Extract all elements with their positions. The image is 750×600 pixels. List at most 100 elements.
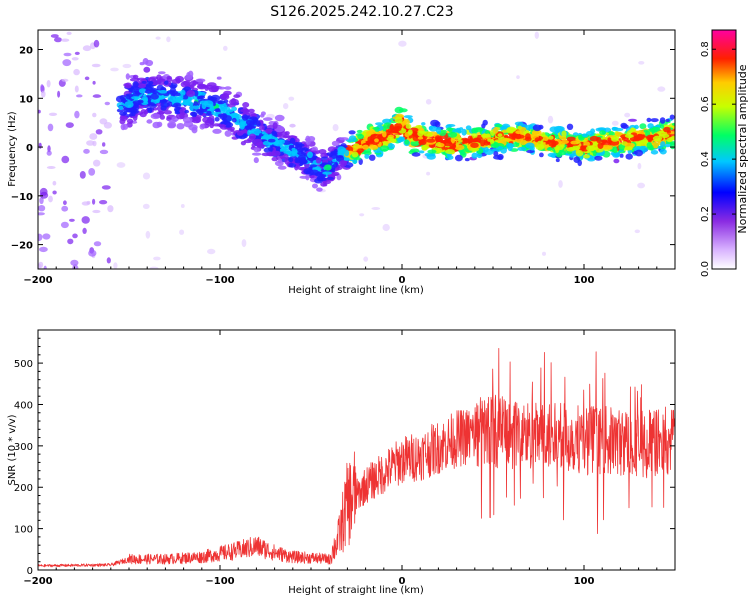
- spectrogram-blob: [132, 74, 139, 79]
- spectrogram-blob: [405, 123, 412, 129]
- spectrogram-noise-blob: [92, 198, 96, 205]
- spectrogram-blob: [437, 143, 445, 148]
- spectrogram-noise-blob: [67, 238, 74, 245]
- spectrogram-blob: [514, 134, 525, 139]
- spectrogram-noise-blob: [88, 249, 97, 257]
- spectrogram-blob: [129, 112, 134, 117]
- spectrogram-blob: [612, 152, 621, 158]
- spectrogram-noise-blob: [79, 171, 86, 179]
- spectrogram-blob: [316, 187, 323, 192]
- spectrogram-blob: [646, 117, 652, 123]
- spectrogram-blob: [628, 118, 637, 122]
- spectrogram-blob: [634, 149, 644, 157]
- spectrogram-blob: [639, 123, 647, 130]
- spectrogram-blob: [271, 156, 279, 162]
- spectrogram-blob: [186, 72, 191, 79]
- spectrogram-noise-blob: [46, 80, 51, 88]
- spectrogram-blob: [289, 123, 296, 128]
- spectrogram-blob: [388, 130, 395, 134]
- spectrogram-blob: [206, 110, 212, 115]
- spectrogram-noise-blob: [363, 256, 369, 262]
- spectrogram-blob: [279, 143, 284, 149]
- spectrogram-blob: [455, 154, 463, 162]
- spectrogram-blob: [184, 109, 189, 114]
- spectrogram-noise-blob: [57, 90, 61, 98]
- spectrogram-noise-blob: [637, 182, 645, 189]
- spectrogram-blob: [137, 99, 144, 104]
- spectrogram-blob: [379, 145, 390, 152]
- spectrogram-marks: [38, 31, 675, 269]
- spectrogram-blob: [262, 117, 273, 121]
- spectrogram-noise-blob: [534, 31, 539, 39]
- spectrogram-blob: [375, 122, 384, 126]
- spectrogram-blob: [575, 150, 584, 157]
- spectrogram-blob: [315, 157, 322, 164]
- spectrogram-blob: [592, 149, 597, 157]
- spectrogram-blob: [229, 98, 239, 106]
- spectrogram-blob: [481, 123, 486, 129]
- spectrogram-blob: [253, 157, 259, 164]
- spectrogram-blob: [669, 114, 675, 120]
- spectrogram-blob: [304, 138, 311, 142]
- spectrogram-blob: [625, 153, 633, 160]
- spectrogram-blob: [506, 142, 515, 149]
- spectrogram-noise-blob: [223, 45, 228, 51]
- spectrogram-noise-blob: [81, 216, 90, 224]
- spectrogram-blob: [266, 151, 276, 157]
- colorbar-tick-label: 0.6: [700, 96, 711, 112]
- spectrogram-blob: [212, 128, 222, 134]
- spectrogram-blob: [525, 142, 535, 149]
- spectrogram-blob: [399, 136, 404, 142]
- spectrogram-noise-blob: [43, 265, 47, 269]
- spectrogram-blob: [197, 95, 203, 100]
- spectrogram-blob: [517, 146, 527, 151]
- spectrogram-ylabel: Frequency (Hz): [7, 111, 18, 187]
- spectrogram-blob: [657, 145, 663, 149]
- spectrogram-blob: [357, 134, 364, 140]
- snr-ytick-label: 300: [14, 442, 33, 453]
- spectrogram-ytick-label: 20: [19, 46, 33, 57]
- spectrogram-blob: [652, 126, 661, 132]
- snr-ytick-label: 200: [14, 483, 33, 494]
- spectrogram-blob: [277, 165, 287, 170]
- spectrogram-noise-blob: [74, 85, 79, 93]
- spectrogram-blob: [659, 148, 667, 155]
- spectrogram-blob: [175, 75, 184, 83]
- spectrogram-noise-blob: [52, 190, 57, 195]
- spectrogram-blob: [532, 124, 542, 132]
- spectrogram-blob: [241, 114, 249, 121]
- spectrogram-noise-blob: [46, 166, 56, 169]
- spectrogram-noise-blob: [72, 233, 78, 239]
- spectrogram-blob: [145, 59, 154, 67]
- spectrogram-blob: [624, 142, 633, 148]
- spectrogram-blob: [410, 140, 420, 147]
- spectrogram-noise-blob: [110, 67, 119, 72]
- spectrogram-blob: [208, 115, 215, 122]
- spectrogram-blob: [427, 149, 437, 154]
- spectrogram-blob: [138, 105, 145, 109]
- spectrogram-blob: [242, 133, 248, 139]
- spectrogram-blob: [119, 94, 127, 101]
- spectrogram-blob: [173, 102, 182, 109]
- spectrogram-blob: [122, 123, 129, 130]
- spectrogram-blob: [193, 104, 199, 110]
- spectrogram-noise-blob: [95, 129, 103, 135]
- spectrogram-blob: [131, 96, 141, 100]
- spectrogram-blob: [549, 126, 559, 133]
- spectrogram-blob: [493, 155, 503, 160]
- spectrogram-blob: [158, 110, 166, 115]
- spectrogram-blob: [277, 158, 283, 164]
- spectrogram-blob: [224, 130, 232, 137]
- snr-ylabel: SNR (10 * v/v): [7, 414, 18, 485]
- spectrogram-xtick-label: 100: [574, 275, 595, 286]
- spectrogram-blob: [582, 141, 591, 147]
- spectrogram-blob: [470, 133, 478, 139]
- spectrogram-blob: [309, 164, 318, 168]
- spectrogram-blob: [421, 122, 426, 126]
- spectrogram-noise-blob: [38, 261, 44, 269]
- spectrogram-blob: [282, 135, 289, 139]
- spectrogram-blob: [297, 151, 305, 156]
- spectrogram-blob: [586, 145, 596, 152]
- spectrogram-blob: [455, 127, 461, 132]
- spectrogram-blob: [460, 150, 466, 156]
